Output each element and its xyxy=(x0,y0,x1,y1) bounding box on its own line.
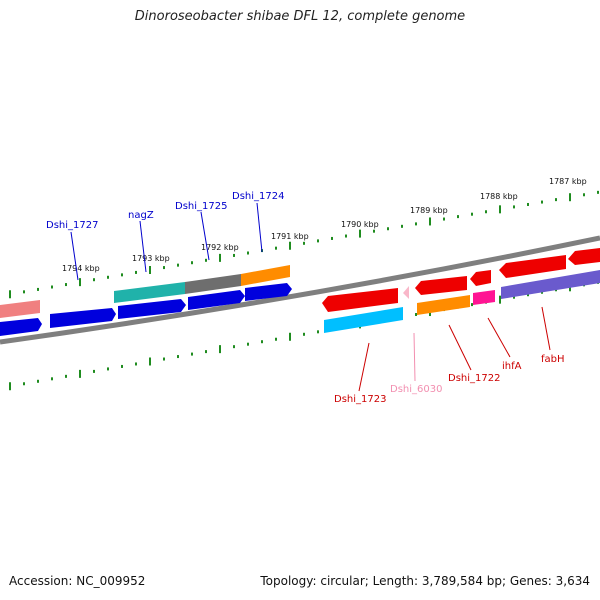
kbp-label-1788: 1788 kbp xyxy=(480,192,518,201)
kbp-label-1789: 1789 kbp xyxy=(410,206,448,215)
gene-label-Dshi_1727: Dshi_1727 xyxy=(46,220,98,231)
reverse-feature-track xyxy=(324,270,600,333)
gene-label-Dshi_1725: Dshi_1725 xyxy=(175,201,227,212)
gene-arrow xyxy=(188,290,245,310)
kbp-label-1787: 1787 kbp xyxy=(549,177,587,186)
leader-line xyxy=(448,324,472,371)
gene-Dshi_1723-arrow xyxy=(322,288,398,312)
map-title: Dinoroseobacter shibae DFL 12, complete … xyxy=(134,9,466,24)
kbp-label-1792: 1792 kbp xyxy=(201,243,239,252)
gene-Dshi_1725-block xyxy=(185,274,241,294)
leader-line xyxy=(139,220,147,273)
gene-arrow xyxy=(0,318,42,336)
gene-label-Dshi_1724: Dshi_1724 xyxy=(232,191,284,202)
gene-nagZ-block xyxy=(114,282,185,303)
gene-Dshi_1722-arrow xyxy=(415,276,467,295)
kbp-label-1794: 1794 kbp xyxy=(62,264,100,273)
upper-tick-row xyxy=(9,190,599,299)
gene-arrow xyxy=(50,308,116,328)
gene-Dshi_1723-block xyxy=(324,307,403,333)
gene-label-fabH: fabH xyxy=(541,354,565,365)
topology-text: Topology: circular; Length: 3,789,584 bp… xyxy=(260,574,590,588)
gene-arrow xyxy=(568,248,600,265)
gene-fabH-block xyxy=(501,270,600,299)
forward-feature-track xyxy=(0,265,290,318)
kbp-label-1791: 1791 kbp xyxy=(271,232,309,241)
gene-block-pink xyxy=(0,300,40,318)
leader-line xyxy=(256,202,263,253)
gene-label-ihfA: ihfA xyxy=(502,361,522,372)
gene-label-nagZ: nagZ xyxy=(128,210,154,221)
reverse-gene-arrows xyxy=(322,248,600,312)
gene-arrow xyxy=(245,283,292,301)
leader-line xyxy=(358,342,370,392)
leader-line xyxy=(541,306,551,351)
leader-line xyxy=(200,211,210,261)
gene-Dshi_1724-block xyxy=(241,265,290,286)
gene-fabH-arrow xyxy=(499,255,566,278)
forward-gene-arrows xyxy=(0,283,292,336)
upper-leader-lines xyxy=(70,202,263,281)
accession-text: Accession: NC_009952 xyxy=(9,574,146,588)
gene-label-Dshi_1723: Dshi_1723 xyxy=(334,394,386,405)
leader-line xyxy=(413,332,416,382)
lower-leader-lines xyxy=(358,306,551,392)
gene-label-Dshi_6030: Dshi_6030 xyxy=(390,384,442,395)
gene-ihfA-block xyxy=(473,290,495,305)
gene-arrow xyxy=(118,299,186,319)
kbp-label-1790: 1790 kbp xyxy=(341,220,379,229)
leader-line xyxy=(70,231,79,281)
gene-Dshi_1722-block xyxy=(417,295,470,315)
gene-ihfA-arrow xyxy=(470,270,491,286)
leader-line xyxy=(487,317,511,358)
gene-Dshi_6030-arrow xyxy=(403,286,409,299)
genome-backbone xyxy=(0,235,600,345)
kbp-label-1793: 1793 kbp xyxy=(132,254,170,263)
gene-label-Dshi_1722: Dshi_1722 xyxy=(448,373,500,384)
